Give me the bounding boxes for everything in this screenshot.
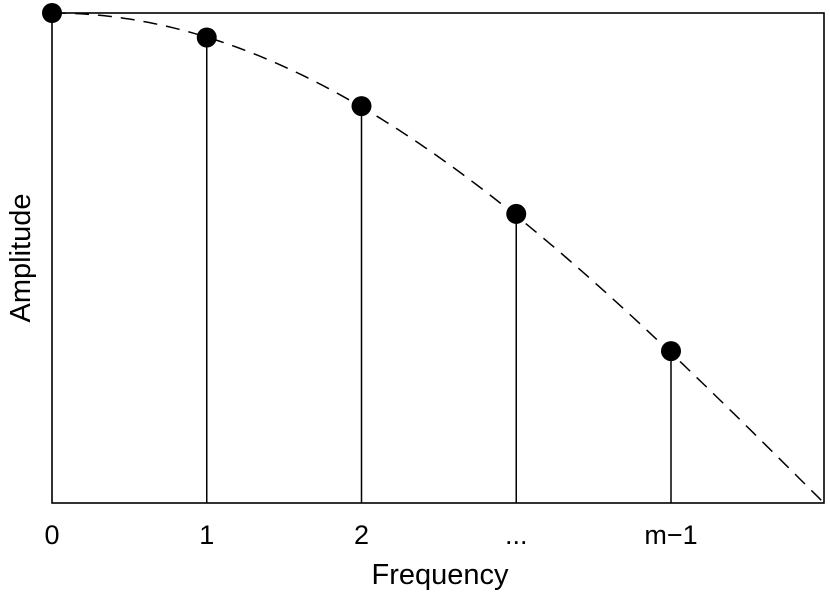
- stem-marker: [196, 27, 217, 48]
- x-tick-label: m−1: [644, 520, 697, 550]
- stem-marker: [351, 96, 372, 117]
- x-tick-labels: 0 1 2... m−1: [44, 520, 697, 550]
- stem-marker: [42, 3, 62, 23]
- plot-frame: [51, 12, 825, 504]
- envelope-curve: [51, 12, 825, 504]
- x-tick-label: 1: [199, 520, 214, 550]
- y-axis-label: Amplitude: [5, 194, 37, 323]
- x-tick-label: 0: [44, 520, 59, 550]
- stem-marker: [661, 341, 681, 362]
- x-tick-label: 2: [354, 520, 369, 550]
- stem-marker: [506, 203, 527, 224]
- x-tick-label: ...: [505, 520, 528, 550]
- stem-series: [42, 3, 681, 503]
- x-axis-label: Frequency: [371, 559, 509, 591]
